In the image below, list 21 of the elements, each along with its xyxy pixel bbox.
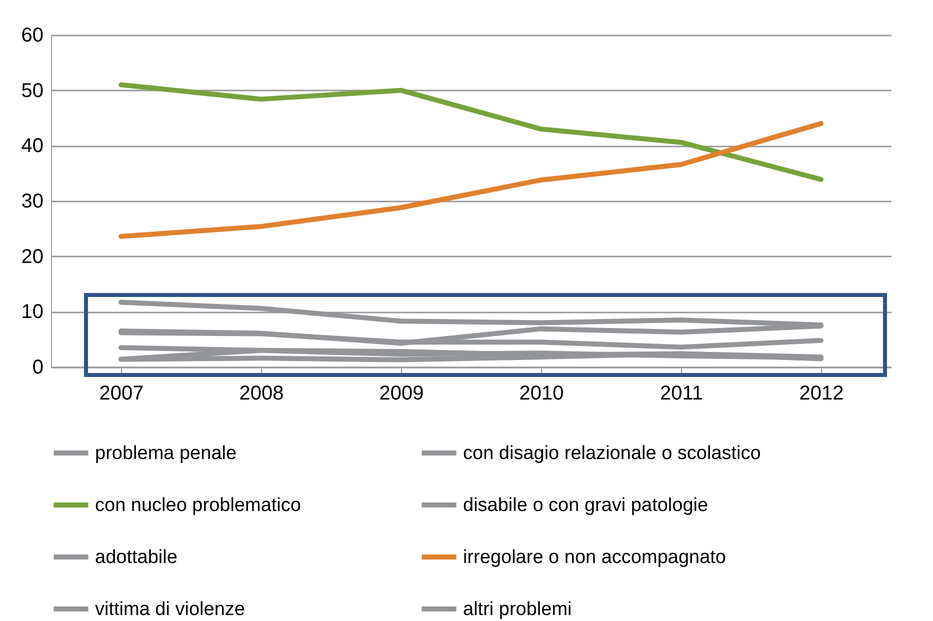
x-tick-label: 2009 bbox=[379, 382, 424, 404]
y-tick-label: 20 bbox=[21, 246, 44, 268]
x-tick-label: 2012 bbox=[799, 382, 844, 404]
y-tick-label: 30 bbox=[21, 190, 44, 212]
legend-label: irregolare o non accompagnato bbox=[463, 547, 726, 568]
y-tick-label: 60 bbox=[21, 24, 44, 46]
legend-label: problema penale bbox=[95, 443, 237, 464]
y-tick-label: 10 bbox=[21, 301, 44, 324]
x-tick-label: 2008 bbox=[239, 382, 284, 404]
x-tick-label: 2010 bbox=[519, 382, 564, 404]
legend-label: disabile o con gravi patologie bbox=[463, 495, 708, 516]
legend-label: con disagio relazionale o scolastico bbox=[463, 443, 761, 464]
x-tick-label: 2007 bbox=[99, 382, 144, 404]
legend-label: vittima di violenze bbox=[95, 599, 245, 620]
legend-label: adottabile bbox=[95, 547, 178, 568]
legend-label: con nucleo problematico bbox=[95, 495, 301, 516]
y-tick-label: 40 bbox=[21, 135, 44, 158]
y-tick-label: 50 bbox=[21, 80, 44, 102]
x-tick-label: 2011 bbox=[660, 382, 704, 404]
legend-label: altri problemi bbox=[463, 599, 572, 620]
y-tick-label: 0 bbox=[32, 356, 44, 378]
